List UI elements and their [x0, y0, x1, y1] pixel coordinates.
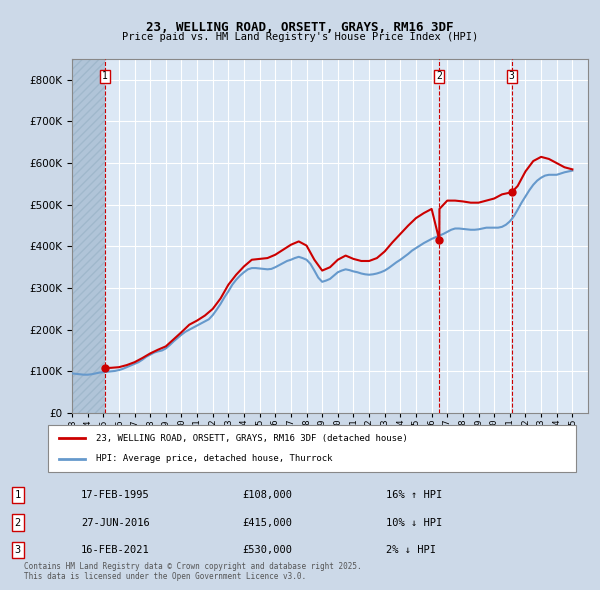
- Text: 23, WELLING ROAD, ORSETT, GRAYS, RM16 3DF (detached house): 23, WELLING ROAD, ORSETT, GRAYS, RM16 3D…: [95, 434, 407, 442]
- Text: £415,000: £415,000: [242, 517, 292, 527]
- Text: 3: 3: [509, 71, 515, 81]
- Text: 1: 1: [102, 71, 108, 81]
- Text: 2% ↓ HPI: 2% ↓ HPI: [386, 545, 436, 555]
- Text: 3: 3: [14, 545, 21, 555]
- Text: HPI: Average price, detached house, Thurrock: HPI: Average price, detached house, Thur…: [95, 454, 332, 463]
- Bar: [72, 59, 105, 413]
- Text: 2: 2: [436, 71, 442, 81]
- Text: 16-FEB-2021: 16-FEB-2021: [81, 545, 150, 555]
- Text: 27-JUN-2016: 27-JUN-2016: [81, 517, 150, 527]
- Text: 1: 1: [14, 490, 21, 500]
- FancyBboxPatch shape: [48, 425, 576, 472]
- Text: 10% ↓ HPI: 10% ↓ HPI: [386, 517, 443, 527]
- Text: 16% ↑ HPI: 16% ↑ HPI: [386, 490, 443, 500]
- Text: 23, WELLING ROAD, ORSETT, GRAYS, RM16 3DF: 23, WELLING ROAD, ORSETT, GRAYS, RM16 3D…: [146, 21, 454, 34]
- Text: £108,000: £108,000: [242, 490, 292, 500]
- Text: £530,000: £530,000: [242, 545, 292, 555]
- Text: Contains HM Land Registry data © Crown copyright and database right 2025.
This d: Contains HM Land Registry data © Crown c…: [24, 562, 362, 581]
- Text: Price paid vs. HM Land Registry's House Price Index (HPI): Price paid vs. HM Land Registry's House …: [122, 32, 478, 42]
- Text: 17-FEB-1995: 17-FEB-1995: [81, 490, 150, 500]
- Text: 2: 2: [14, 517, 21, 527]
